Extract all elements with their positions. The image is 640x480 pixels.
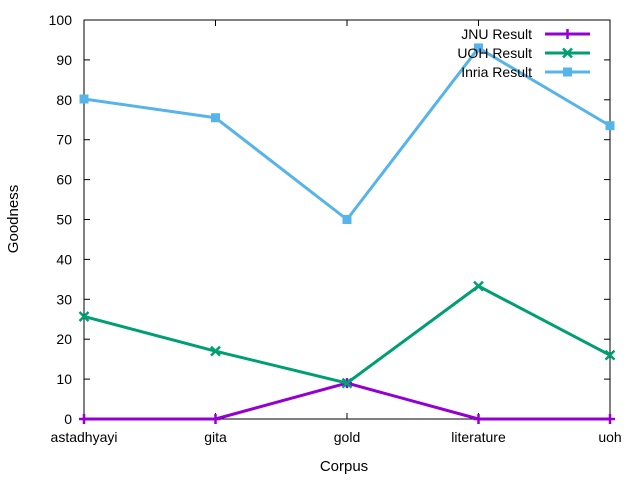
y-tick-label: 50 <box>56 212 72 228</box>
x-tick-label-astadhyayi: astadhyayi <box>51 429 118 445</box>
x-tick-label-gold: gold <box>334 429 360 445</box>
data-point-jnu-result <box>210 414 221 424</box>
y-tick-label: 80 <box>56 92 72 108</box>
data-point-inria-result <box>342 215 352 224</box>
y-axis-title: Goodness <box>5 185 22 253</box>
series-uoh-result <box>78 280 616 389</box>
y-tick-label: 90 <box>56 52 72 68</box>
y-tick-label: 30 <box>56 291 72 307</box>
legend-label-inria-result: Inria Result <box>461 64 532 80</box>
data-point-jnu-result <box>473 414 484 424</box>
y-tick-label: 70 <box>56 132 72 148</box>
legend-marker-uoh-result <box>562 47 573 59</box>
data-point-jnu-result <box>79 414 89 424</box>
legend-marker-jnu-result <box>562 29 573 39</box>
legend-label-jnu-result: JNU Result <box>461 26 532 42</box>
data-point-uoh-result <box>604 349 616 361</box>
y-tick-label: 20 <box>56 331 72 347</box>
legend-marker-inria-result <box>563 67 572 77</box>
x-axis: astadhyayi gita gold literature uoh <box>51 20 622 445</box>
y-axis: 0 10 20 30 40 50 60 70 80 90 100 <box>49 12 610 427</box>
data-point-jnu-result <box>605 414 615 424</box>
data-point-uoh-result <box>473 280 484 292</box>
legend-label-uoh-result: UOH Result <box>457 45 532 61</box>
data-point-uoh-result <box>210 345 221 357</box>
data-point-inria-result <box>211 113 220 123</box>
data-point-uoh-result <box>341 377 353 389</box>
x-tick-label-uoh: uoh <box>598 429 621 445</box>
series-layer <box>78 43 616 424</box>
x-tick-label-literature: literature <box>451 429 506 445</box>
y-tick-label: 60 <box>56 172 72 188</box>
y-tick-label: 100 <box>49 12 73 28</box>
y-tick-label: 0 <box>64 411 72 427</box>
series-inria-result <box>79 43 615 224</box>
data-point-inria-result <box>79 94 89 104</box>
x-axis-title: Corpus <box>320 458 368 475</box>
x-tick-label-gita: gita <box>204 429 227 445</box>
data-point-uoh-result <box>78 311 90 322</box>
data-point-inria-result <box>605 121 615 131</box>
legend: JNU Result UOH Result Inria Result <box>457 26 590 80</box>
y-tick-label: 40 <box>56 251 72 267</box>
y-tick-label: 10 <box>56 371 72 387</box>
data-point-inria-result <box>474 43 483 53</box>
